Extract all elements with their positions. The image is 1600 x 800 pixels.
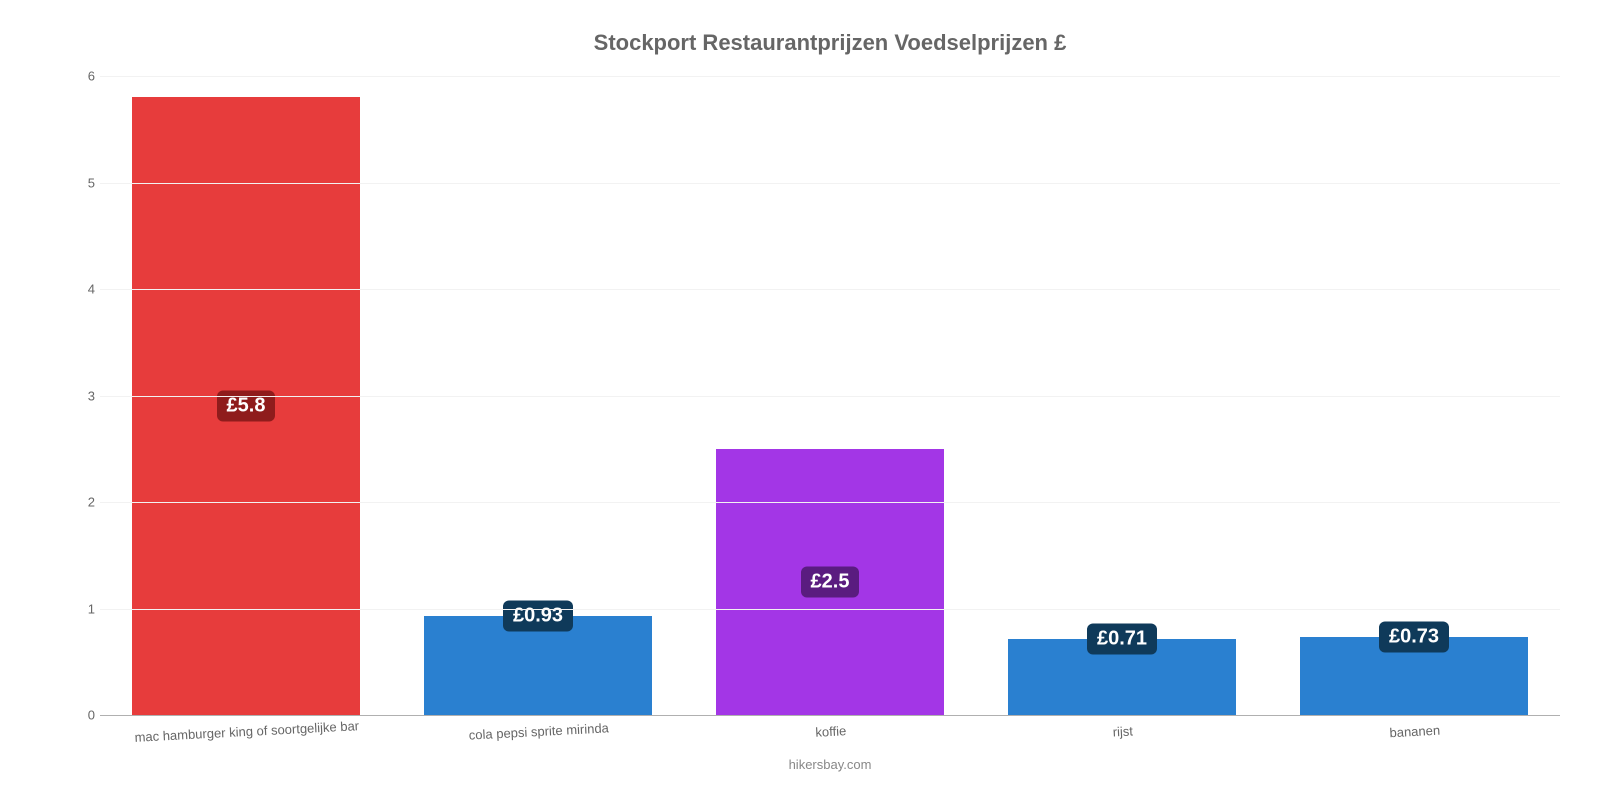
bar: £0.73 xyxy=(1300,637,1528,715)
bar-value-label: £0.71 xyxy=(1087,624,1157,655)
grid-line xyxy=(100,289,1560,290)
grid-line xyxy=(100,502,1560,503)
bar: £2.5 xyxy=(716,449,944,715)
chart-title: Stockport Restaurantprijzen Voedselprijz… xyxy=(100,30,1560,56)
x-axis-labels: mac hamburger king of soortgelijke barco… xyxy=(100,716,1560,739)
bar-value-label: £0.93 xyxy=(503,600,573,631)
grid-line xyxy=(100,183,1560,184)
grid-line xyxy=(100,609,1560,610)
y-tick-label: 5 xyxy=(65,175,95,190)
y-tick-label: 0 xyxy=(65,708,95,723)
grid-line xyxy=(100,396,1560,397)
plot-area: £5.8£0.93£2.5£0.71£0.73 0123456 xyxy=(100,76,1560,716)
chart-container: Stockport Restaurantprijzen Voedselprijz… xyxy=(0,0,1600,800)
y-tick-label: 1 xyxy=(65,601,95,616)
y-tick-label: 4 xyxy=(65,282,95,297)
bar-value-label: £2.5 xyxy=(801,566,860,597)
bar: £0.93 xyxy=(424,616,652,715)
y-tick-label: 6 xyxy=(65,69,95,84)
credit-text: hikersbay.com xyxy=(100,757,1560,772)
bar-value-label: £0.73 xyxy=(1379,622,1449,653)
y-tick-label: 2 xyxy=(65,495,95,510)
bar: £0.71 xyxy=(1008,639,1236,715)
grid-line xyxy=(100,76,1560,77)
y-tick-label: 3 xyxy=(65,388,95,403)
bar: £5.8 xyxy=(132,97,360,715)
